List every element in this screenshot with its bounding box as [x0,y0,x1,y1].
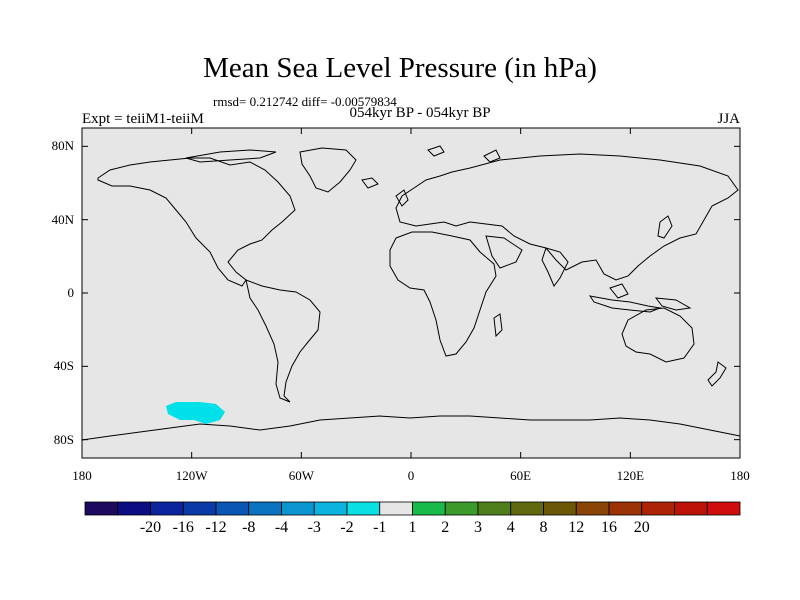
anomaly-region [166,402,225,424]
coast-japan [657,215,673,239]
lon-tick-label: 0 [407,468,415,483]
colorbar-label: 4 [506,519,515,536]
colorbar-box [674,501,708,516]
coast-south-america [245,279,321,403]
lon-ticks [81,128,741,458]
colorbar-box [182,501,217,516]
lon-tick-label: 180 [730,468,750,483]
lat-tick-label: 0 [67,285,75,300]
coast-uk [395,189,409,207]
colorbar-label: 16 [601,519,617,536]
coast-africa [389,231,497,357]
colorbar-box [248,501,282,516]
colorbar-box [477,501,512,516]
colorbar-label: -1 [373,519,387,536]
coast-indonesia [588,295,662,313]
colorbar-label: -20 [139,519,162,536]
colorbar-label: -3 [307,519,321,536]
coast-borneo [609,283,629,299]
coast-australia [621,307,695,363]
colorbar-label: 8 [539,519,548,536]
lon-tick-label: 60E [510,468,532,483]
coast-arctic-islands [185,149,277,163]
colorbar-box [215,501,250,516]
colorbar-box [346,501,381,516]
colorbar-box [281,501,315,516]
coastlines [81,145,741,441]
coast-iceland [361,177,379,189]
colorbar-label: 12 [568,519,585,536]
colorbar-label: 1 [408,519,417,536]
lat-tick-label: 80S [53,431,74,447]
colorbar-box [510,501,544,516]
coast-new-guinea [654,297,692,311]
coast-greenland [299,147,357,193]
period-label: 054kyr BP - 054kyr BP [349,105,491,121]
colorbar-box [117,501,151,516]
colorbar-box [150,501,184,516]
colorbar-box [706,501,741,516]
lon-tick-label: 120E [616,468,645,483]
lat-ticks [82,145,740,441]
season-label: JJA [717,111,740,127]
lat-tick-label: 40N [51,211,74,227]
colorbar-box [313,501,348,516]
lon-tick-label: 60W [288,468,314,483]
lon-tick-label: 120W [175,468,208,483]
colorbar-box [444,501,479,516]
colorbar-label: 20 [633,519,650,536]
map-title: Mean Sea Level Pressure (in hPa) [203,52,597,84]
lat-tick-label: 80N [51,138,74,154]
colorbar-box [575,501,610,516]
coast-new-zealand [707,361,727,387]
coast-north-america [97,157,296,287]
rmsd-diff-stats: rmsd= 0.212742 diff= -0.00579834 [213,94,397,109]
colorbar-label: -4 [274,519,289,536]
colorbar-box [412,501,446,516]
coast-antarctica [81,415,741,441]
colorbar-box [379,501,413,516]
colorbar-label: 2 [441,519,450,536]
coast-svalbard [427,145,445,157]
coast-india [541,247,569,287]
coast-novaya-zemlya [483,149,501,163]
colorbar-box [84,501,119,516]
colorbar-label: -8 [242,519,256,536]
experiment-label: Expt = teiiM1-teiiM [82,111,204,127]
colorbar-box [641,501,675,516]
colorbar-label: -16 [172,519,194,536]
coast-arabia [485,235,523,269]
colorbar-label: 3 [474,519,482,536]
colorbar-label: -2 [340,519,354,536]
colorbar-box [543,501,577,516]
coast-eurasia [395,153,739,281]
lat-tick-label: 40S [53,358,74,374]
colorbar-label: -12 [205,519,227,536]
lon-tick-label: 180 [72,468,92,483]
colorbar-box [608,501,643,516]
coast-madagascar [493,313,503,338]
colorbar [84,501,741,516]
